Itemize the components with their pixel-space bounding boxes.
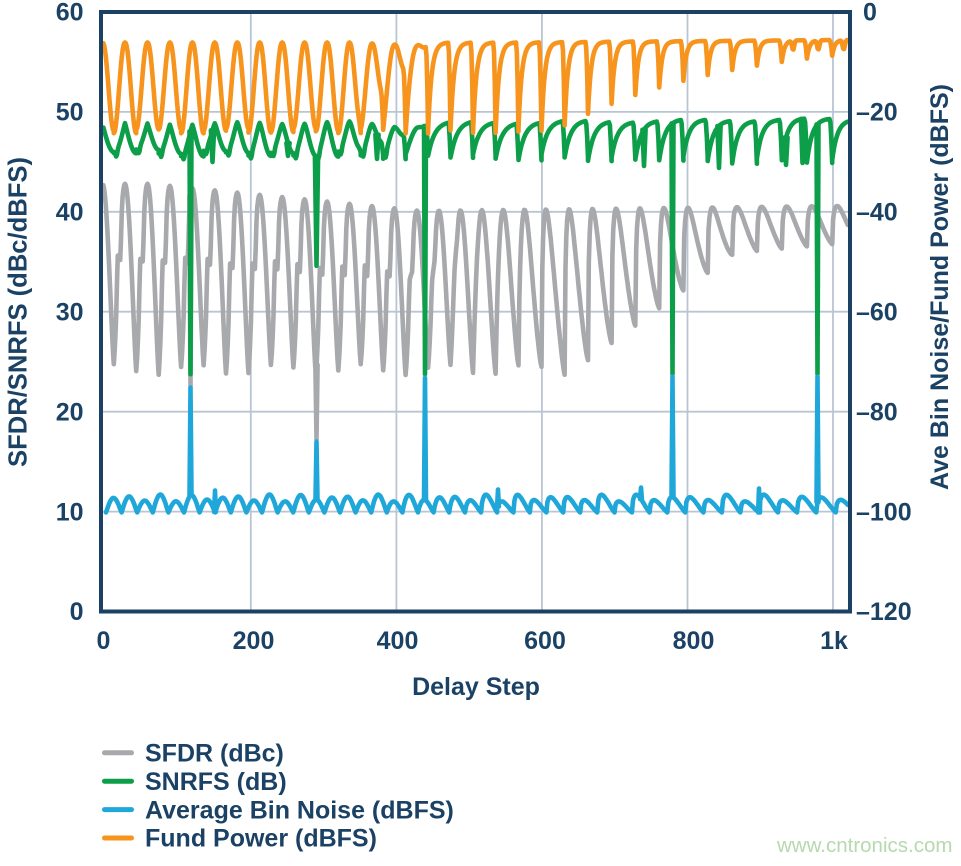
svg-text:Average Bin Noise (dBFS): Average Bin Noise (dBFS) xyxy=(145,796,454,824)
svg-text:Fund Power (dBFS): Fund Power (dBFS) xyxy=(145,825,377,853)
svg-text:SNRFS (dB): SNRFS (dB) xyxy=(145,768,287,796)
svg-text:–20: –20 xyxy=(856,99,898,127)
svg-text:40: 40 xyxy=(56,199,84,227)
svg-text:20: 20 xyxy=(56,398,84,426)
svg-text:400: 400 xyxy=(377,627,419,655)
svg-text:30: 30 xyxy=(56,298,84,326)
svg-text:60: 60 xyxy=(56,0,84,27)
svg-text:www.cntronics.com: www.cntronics.com xyxy=(776,834,952,857)
svg-text:800: 800 xyxy=(673,627,715,655)
svg-text:Ave Bin Noise/Fund Power (dBFS: Ave Bin Noise/Fund Power (dBFS) xyxy=(926,84,954,490)
svg-text:200: 200 xyxy=(233,627,275,655)
svg-text:–80: –80 xyxy=(856,398,898,426)
svg-text:600: 600 xyxy=(524,627,566,655)
svg-text:10: 10 xyxy=(56,498,84,526)
svg-text:SFDR/SNRFS (dBc/dBFS): SFDR/SNRFS (dBc/dBFS) xyxy=(4,157,32,467)
svg-text:–60: –60 xyxy=(856,298,898,326)
svg-text:0: 0 xyxy=(863,0,877,27)
svg-text:50: 50 xyxy=(56,99,84,127)
svg-text:0: 0 xyxy=(97,627,111,655)
svg-text:1k: 1k xyxy=(820,627,848,655)
svg-text:–100: –100 xyxy=(856,498,912,526)
svg-text:Delay Step: Delay Step xyxy=(412,673,540,701)
svg-text:–40: –40 xyxy=(856,199,898,227)
svg-text:0: 0 xyxy=(70,598,84,626)
svg-text:–120: –120 xyxy=(856,598,912,626)
svg-text:SFDR (dBc): SFDR (dBc) xyxy=(145,740,284,768)
